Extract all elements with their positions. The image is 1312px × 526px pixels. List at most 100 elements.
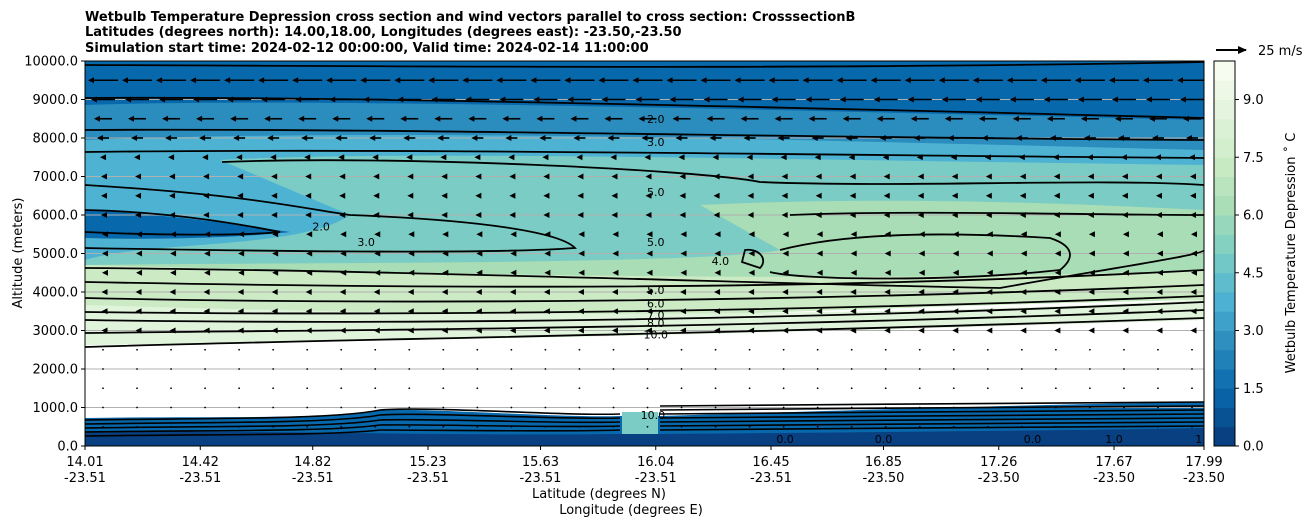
contour-line-1 — [85, 61, 1204, 68]
wind-vector — [510, 425, 513, 428]
wind-vector — [227, 96, 252, 103]
colorbar-segment — [1214, 369, 1235, 389]
colorbar-segment — [1214, 426, 1235, 447]
wind-vector — [884, 368, 887, 370]
contour-line-14 — [85, 295, 1204, 315]
wind-vector — [204, 425, 206, 428]
wind-vector — [714, 348, 717, 351]
wind-vector — [340, 387, 343, 390]
wind-vector — [746, 154, 753, 161]
wind-vector — [598, 77, 629, 84]
wind-vector — [740, 115, 759, 122]
wind-vector — [714, 289, 721, 295]
wind-vector — [675, 135, 688, 141]
x-tick-label-lon: -23.51 — [292, 471, 334, 486]
wind-vector — [510, 250, 517, 257]
colorbar-tick-label: 9.0 — [1243, 93, 1264, 108]
wind-vector — [578, 368, 581, 370]
wind-vector — [1088, 269, 1095, 276]
wind-vector — [203, 212, 210, 218]
wind-vector — [170, 269, 177, 276]
wind-vector — [1054, 425, 1057, 428]
wind-vector — [680, 289, 687, 295]
wind-vector — [1020, 250, 1027, 257]
wind-vector — [612, 425, 615, 428]
wind-vector — [374, 368, 377, 370]
contour-line-10 — [740, 248, 765, 270]
wind-vector — [576, 154, 583, 161]
wind-vector — [1123, 368, 1125, 370]
x-tick-label-lon: -23.50 — [1183, 471, 1225, 486]
colorbar-segment — [1214, 272, 1235, 293]
wind-vector — [475, 173, 482, 180]
wind-vector — [136, 406, 138, 409]
wind-vector — [193, 96, 218, 103]
wind-vector — [646, 425, 649, 428]
wind-vector — [408, 231, 415, 238]
wind-vector — [816, 425, 819, 428]
wind-vector — [505, 135, 518, 141]
wind-vector — [1087, 212, 1094, 218]
wind-vector — [1018, 154, 1025, 161]
x-tick-label-lat: 14.42 — [182, 455, 219, 470]
wind-vector — [986, 368, 989, 370]
wind-vector — [808, 115, 827, 122]
wind-vector — [306, 269, 313, 276]
wind-vector — [442, 348, 445, 351]
wind-vector — [611, 192, 618, 199]
colorbar-tick-label: 6.0 — [1243, 209, 1264, 224]
chart-title-line-2: Latitudes (degrees north): 14.00,18.00, … — [85, 25, 682, 40]
wind-vector — [985, 173, 992, 180]
wind-vector — [475, 192, 482, 199]
wind-vector — [1157, 406, 1159, 409]
wind-vector — [850, 406, 853, 409]
wind-vector — [1191, 231, 1197, 238]
wind-vector — [1157, 425, 1159, 428]
wind-vector — [986, 348, 989, 351]
wind-vector — [272, 250, 279, 257]
wind-vector — [304, 154, 311, 161]
wind-vector — [884, 231, 891, 238]
wind-vector — [1080, 115, 1099, 122]
wind-vector — [428, 77, 459, 84]
wind-vector — [306, 406, 309, 409]
wind-vector — [944, 115, 963, 122]
wind-vector — [339, 192, 346, 199]
wind-vector — [1191, 368, 1193, 370]
wind-vector — [782, 368, 785, 370]
wind-vector — [238, 250, 245, 257]
wind-vector — [544, 425, 547, 428]
wind-vector — [543, 289, 550, 295]
contour-label: 10.0 — [641, 409, 666, 422]
contour-line-5 — [221, 159, 1204, 186]
wind-vector — [1020, 231, 1027, 238]
wind-vector — [407, 173, 414, 180]
wind-vector — [476, 348, 479, 351]
wind-vector — [952, 231, 959, 238]
quiver-key-label: 25 m/s — [1258, 44, 1303, 59]
wind-vector — [502, 115, 521, 122]
wind-vector — [101, 289, 108, 295]
wind-vector — [612, 406, 615, 409]
wind-vector — [1020, 269, 1027, 276]
wind-vector — [849, 212, 856, 218]
wind-vector — [816, 387, 819, 390]
wind-vector — [635, 96, 660, 103]
y-tick-label: 7000.0 — [33, 170, 79, 185]
wind-vector — [237, 192, 244, 199]
contour-line-9 — [769, 233, 1071, 280]
wind-vector — [578, 387, 581, 390]
wind-vector — [601, 96, 626, 103]
x-tick-label-lat: 16.04 — [637, 455, 674, 470]
wind-vector — [238, 425, 241, 428]
wind-vector — [646, 348, 649, 351]
wind-vector — [360, 77, 391, 84]
wind-vector — [441, 192, 448, 199]
x-tick-label-lat: 16.85 — [865, 455, 902, 470]
wind-vector — [102, 425, 104, 428]
wind-vector — [870, 77, 901, 84]
wind-vector — [1012, 115, 1031, 122]
wind-vector — [680, 387, 683, 390]
wind-vector — [816, 289, 823, 295]
wind-vector — [1157, 387, 1159, 390]
